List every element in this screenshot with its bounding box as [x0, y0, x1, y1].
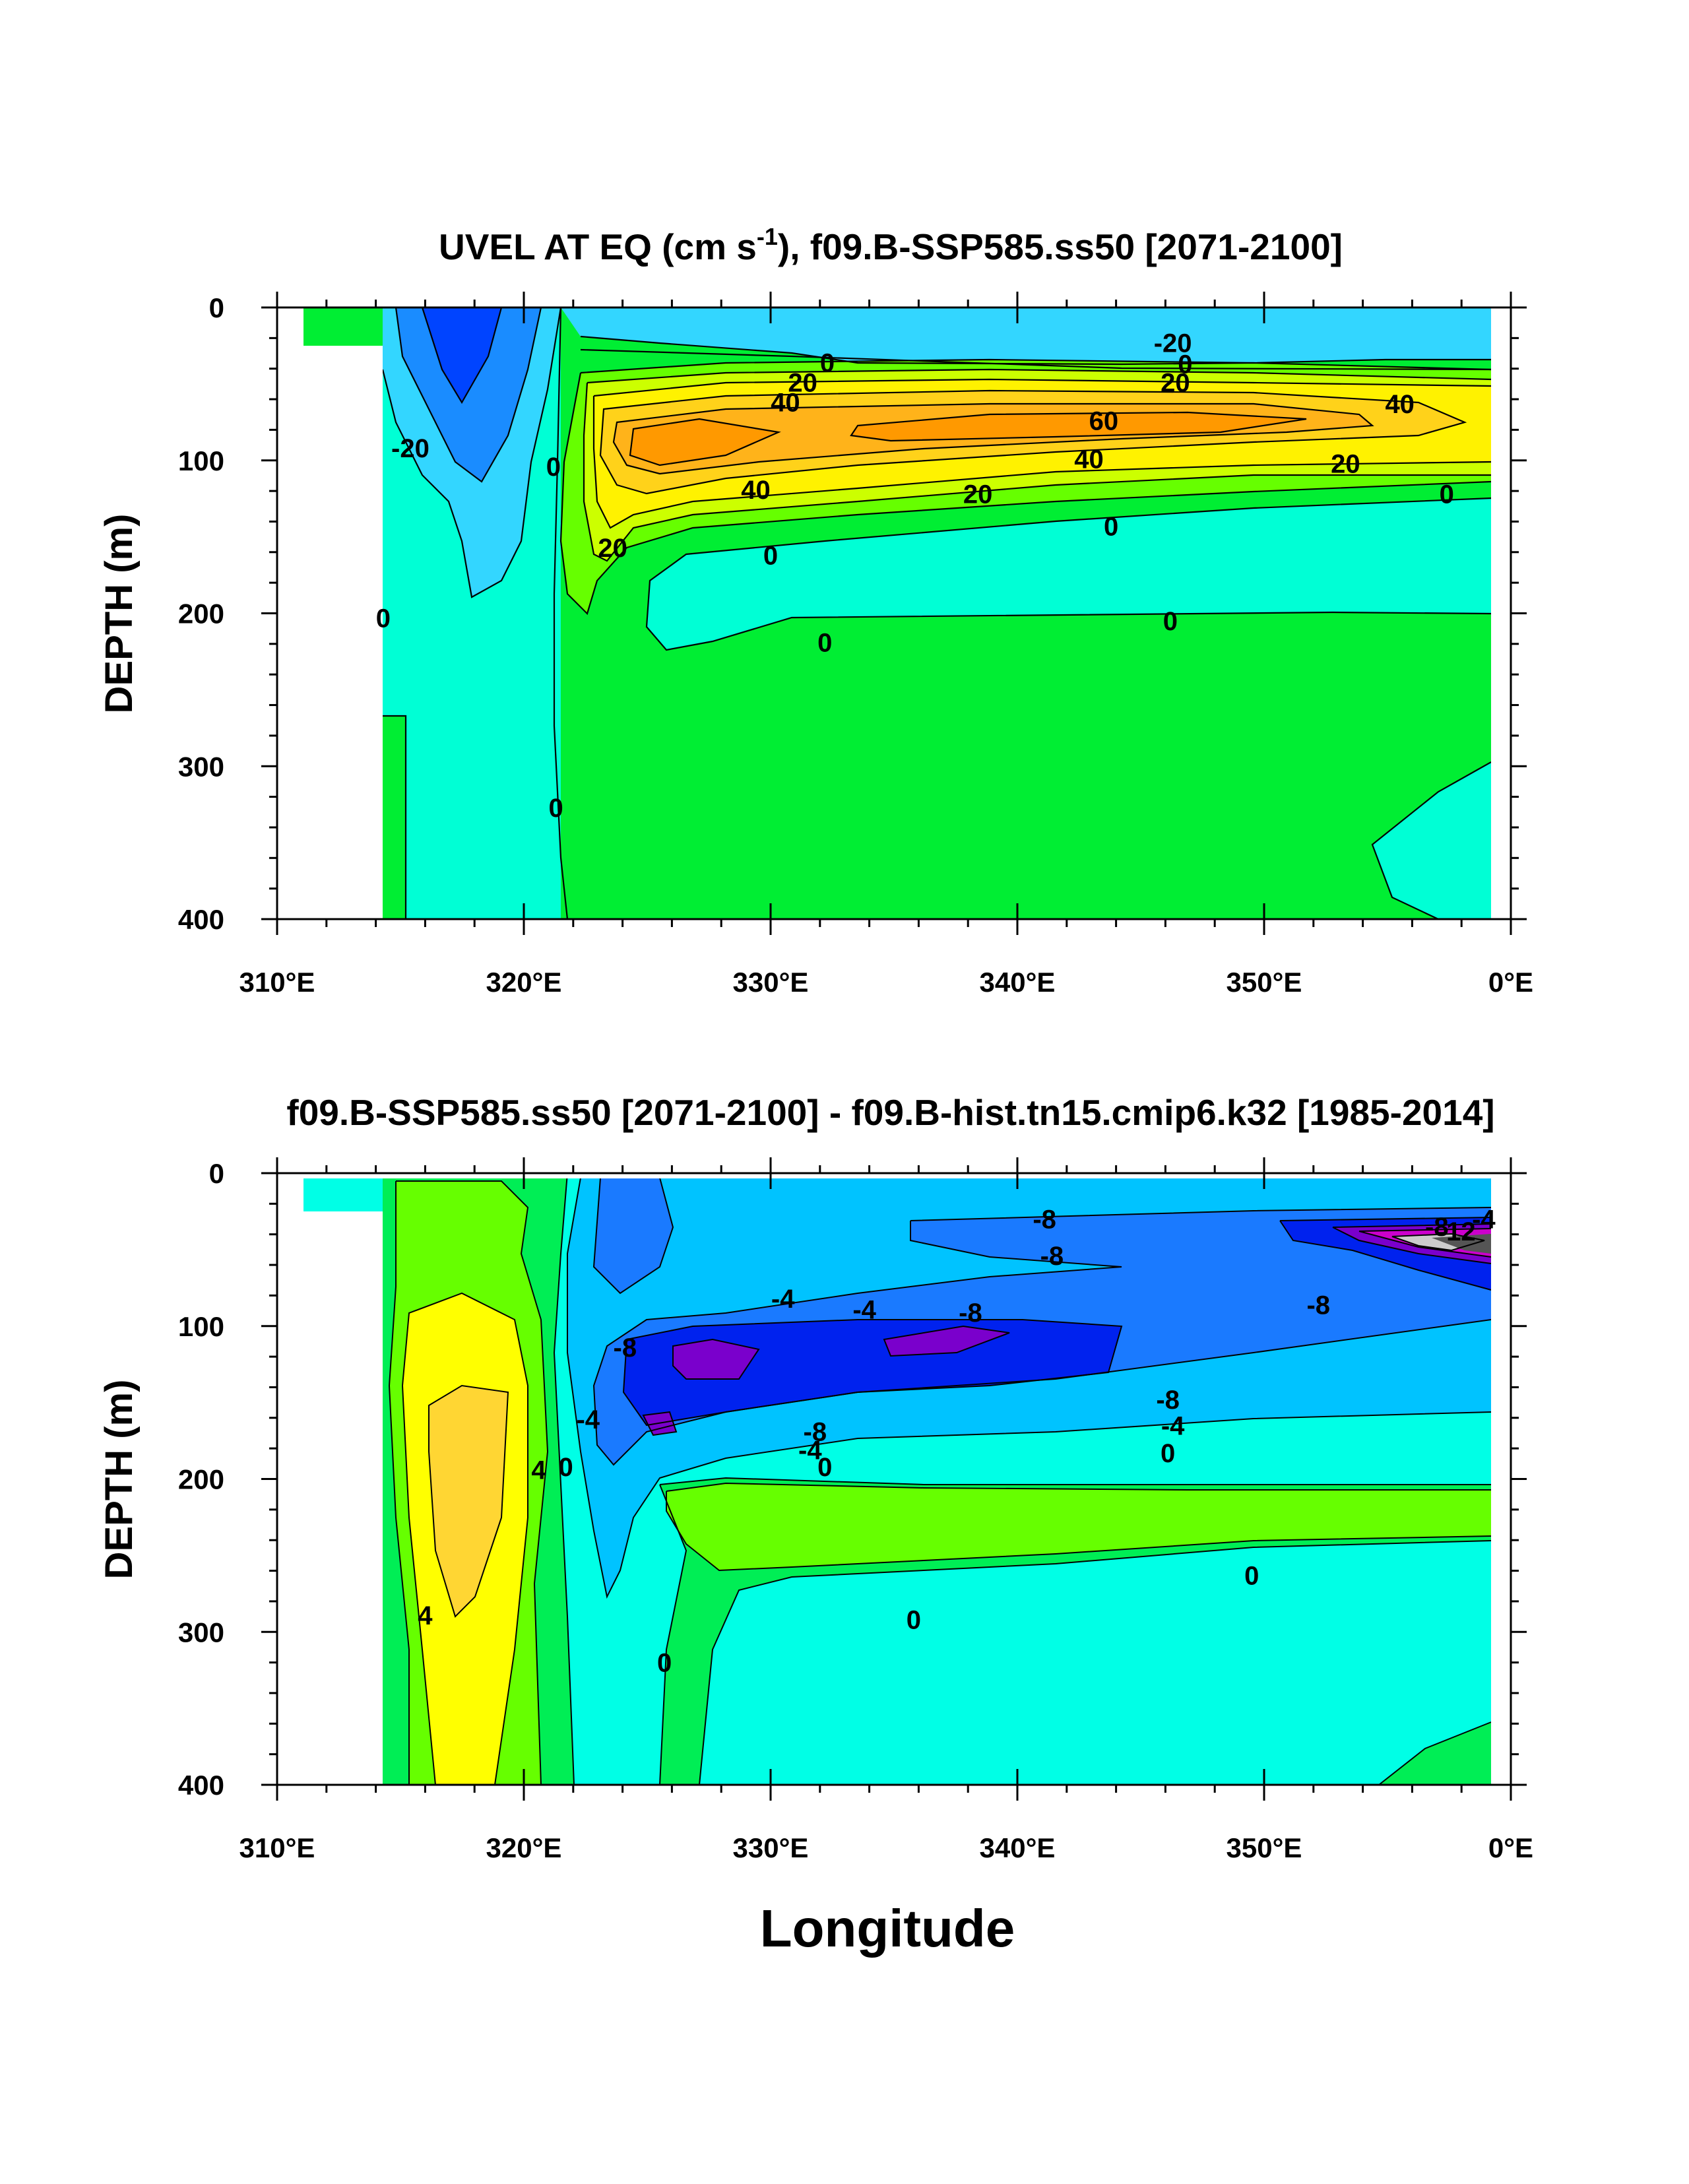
contour-label: -4 — [771, 1285, 795, 1314]
contour-label: -12 — [1438, 1217, 1476, 1246]
panel-difference: -8-8-8-12-4-4 -4 -8 -8-8-8-4-8-40 0-4040040 … — [98, 1092, 1533, 1958]
contour-label: -4 — [1472, 1205, 1496, 1235]
contour-label: 40 — [1074, 445, 1104, 474]
y-axis-label: DEPTH (m) — [98, 514, 141, 714]
contour-lines-panel1 — [381, 307, 1492, 919]
contour-label: 0 — [817, 629, 832, 658]
contour-label: -8 — [959, 1299, 982, 1328]
contour-label: 0 — [1104, 512, 1118, 541]
x-tick-label: 350°E — [1227, 1832, 1302, 1863]
contour-label: -8 — [1040, 1242, 1064, 1271]
contour-label: -8 — [614, 1333, 637, 1363]
contour-label: 0 — [376, 604, 391, 633]
panel-title: f09.B-SSP585.ss50 [2071-2100] - f09.B-hi… — [286, 1092, 1494, 1133]
y-tick-label: 100 — [178, 1311, 224, 1342]
contour-label: -8 — [1156, 1386, 1180, 1415]
x-tick-label: 340°E — [980, 1832, 1056, 1863]
contour-label: 0 — [1178, 350, 1192, 379]
contour-label: 4 — [418, 1601, 433, 1630]
contour-label: 0 — [820, 348, 835, 377]
contour-label: -4 — [1161, 1411, 1185, 1440]
contour-label: -4 — [798, 1436, 822, 1465]
y-axis-label: DEPTH (m) — [98, 1380, 141, 1580]
contour-label: 0 — [548, 794, 563, 823]
contour-label: 40 — [771, 389, 800, 418]
y-tick-label: 200 — [178, 1464, 224, 1495]
contour-label: -8 — [1033, 1205, 1056, 1235]
contour-label: 20 — [963, 480, 993, 509]
contour-label: 0 — [558, 1453, 573, 1482]
axes-panel2: 310°E 320°E 330°E 340°E 350°E 0°E010020030040… — [178, 1157, 1533, 1863]
contour-label: 20 — [788, 369, 817, 398]
y-tick-label: 300 — [178, 1617, 224, 1648]
land-mask — [277, 307, 383, 919]
panel-title: UVEL AT EQ (cm s-1), f09.B-SSP585.ss50 [… — [439, 223, 1343, 267]
contour-label: 0 — [763, 541, 778, 570]
contour-label: 4 — [531, 1456, 546, 1485]
contour-label: 0 — [546, 453, 561, 482]
x-axis-label: Longitude — [760, 1899, 1015, 1958]
x-tick-label: 330°E — [733, 1832, 809, 1863]
axes-panel1: 310°E 320°E 330°E 340°E 350°E 0°E010020030040… — [178, 292, 1533, 998]
contour-label: 0 — [1161, 1439, 1175, 1468]
contour-fill-panel2 — [277, 1173, 1511, 1785]
surface-gap — [303, 1173, 1491, 1178]
contour-label: 0 — [1163, 607, 1178, 636]
contour-fill-panel1 — [277, 307, 1511, 919]
y-tick-label: 300 — [178, 751, 224, 782]
missing-data-strip — [1491, 1173, 1511, 1785]
contour-label: 0 — [1440, 480, 1454, 509]
y-tick-label: 0 — [209, 1158, 224, 1189]
x-tick-label: 350°E — [1227, 967, 1302, 998]
contour-label: 40 — [1385, 390, 1415, 419]
contour-label: -8 — [1306, 1291, 1330, 1320]
y-tick-label: 400 — [178, 904, 224, 935]
contour-label: 0 — [1244, 1562, 1259, 1591]
contour-lines-panel2 — [388, 1173, 1492, 1785]
x-tick-label: 310°E — [239, 967, 315, 998]
contour-label: -20 — [391, 434, 430, 463]
y-tick-label: 200 — [178, 598, 224, 629]
y-tick-label: 0 — [209, 292, 224, 323]
y-tick-label: 400 — [178, 1770, 224, 1801]
contour-label: 60 — [1089, 406, 1119, 435]
contour-label: -8 — [804, 1418, 827, 1447]
x-tick-label: 330°E — [733, 967, 809, 998]
contour-label: 0 — [907, 1606, 921, 1635]
land-mask — [277, 1173, 383, 1785]
x-tick-label: 0°E — [1488, 1832, 1533, 1863]
contour-label: -8 — [1425, 1213, 1449, 1242]
x-tick-label: 310°E — [239, 1832, 315, 1863]
contour-label: 20 — [1331, 449, 1360, 478]
x-tick-label: 0°E — [1488, 967, 1533, 998]
contour-label: 0 — [817, 1453, 832, 1482]
x-tick-label: 320°E — [486, 967, 562, 998]
x-tick-label: 340°E — [980, 967, 1056, 998]
missing-data-strip — [1491, 307, 1511, 919]
contour-label: 20 — [1161, 369, 1190, 398]
contour-label: 0 — [657, 1649, 672, 1678]
contour-label: -20 — [1154, 329, 1192, 358]
y-tick-label: 100 — [178, 445, 224, 476]
contour-label: -4 — [852, 1295, 876, 1324]
contour-label: -4 — [576, 1405, 600, 1434]
contour-label: 40 — [741, 476, 771, 505]
x-tick-label: 320°E — [486, 1832, 562, 1863]
contour-label: 20 — [598, 534, 627, 563]
